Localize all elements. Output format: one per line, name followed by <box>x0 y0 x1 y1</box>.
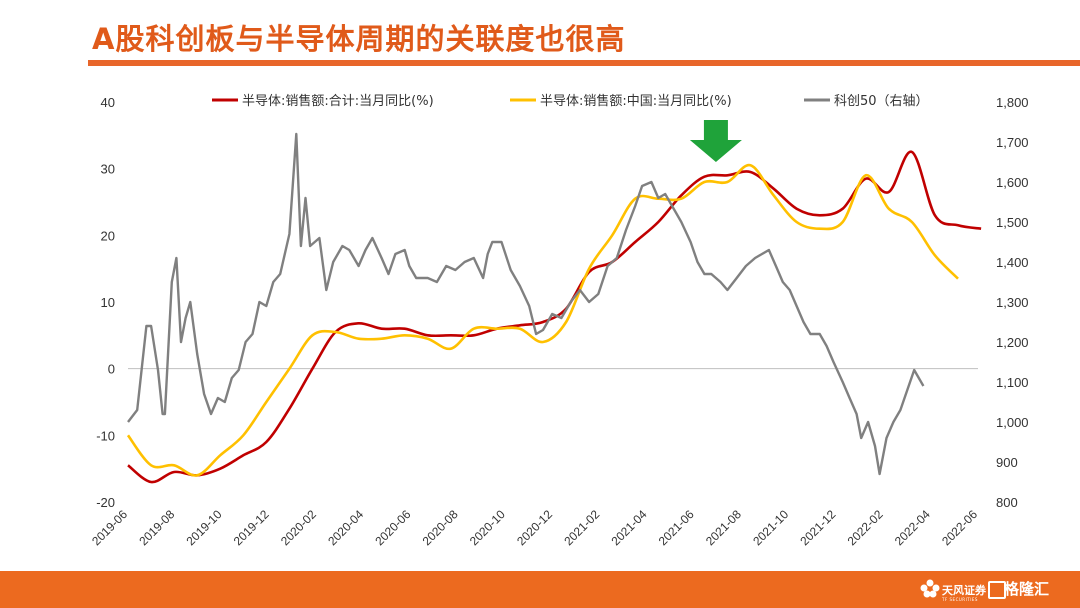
x-tick-label: 2021-12 <box>797 507 838 548</box>
brand1-subtitle: TF SECURITIES <box>942 597 978 602</box>
y-right-tick-label: 1,500 <box>996 215 1029 230</box>
down-arrow-icon <box>689 120 742 162</box>
legend: 半导体:销售额:合计:当月同比(%) 半导体:销售额:中国:当月同比(%) 科创50… <box>212 93 929 109</box>
x-tick-label: 2020-06 <box>372 507 413 548</box>
y-right-tick-label: 1,400 <box>996 255 1029 270</box>
x-tick-label: 2020-12 <box>514 507 555 548</box>
axes: -20 -10 0 10 20 30 40 800 900 1,000 1,100 1,200 1,30… <box>89 95 1028 548</box>
y-left-tick-label: -20 <box>96 495 115 510</box>
gelonghui-logo-icon <box>988 581 1006 599</box>
y-left-tick-label: 20 <box>101 228 115 243</box>
x-tick-label: 2020-10 <box>467 507 508 548</box>
line-chart: -20 -10 0 10 20 30 40 800 900 1,000 1,100 1,200 1,30… <box>89 93 1028 548</box>
y-left-tick-label: 0 <box>108 362 115 377</box>
x-tick-label: 2021-04 <box>609 507 650 548</box>
brand1-name: 天风证券 <box>942 584 986 597</box>
y-right-tick-label: 1,000 <box>996 415 1029 430</box>
x-tick-label: 2021-08 <box>703 507 744 548</box>
x-tick-label: 2022-06 <box>939 507 980 548</box>
x-tick-label: 2019-08 <box>136 507 177 548</box>
x-tick-label: 2019-06 <box>89 507 130 548</box>
footer-bar <box>0 571 1080 608</box>
y-right-tick-label: 1,300 <box>996 295 1029 310</box>
y-right-tick-label: 1,700 <box>996 135 1029 150</box>
legend-label: 科创50（右轴） <box>834 94 929 109</box>
y-left-tick-label: -10 <box>96 428 115 443</box>
x-tick-label: 2020-08 <box>420 507 461 548</box>
tf-securities-logo-icon <box>920 579 940 598</box>
x-tick-label: 2022-04 <box>892 507 933 548</box>
x-tick-label: 2022-02 <box>845 507 886 548</box>
y-right-tick-label: 1,800 <box>996 95 1029 110</box>
y-right-tick-label: 1,100 <box>996 375 1029 390</box>
brand2-name: 格隆汇 <box>1004 580 1050 598</box>
y-right-tick-label: 1,200 <box>996 335 1029 350</box>
title-underline <box>88 60 1080 66</box>
annotations <box>689 120 742 162</box>
x-tick-label: 2020-04 <box>325 507 366 548</box>
y-left-tick-label: 40 <box>101 95 115 110</box>
x-tick-label: 2019-10 <box>184 507 225 548</box>
x-tick-label: 2021-10 <box>750 507 791 548</box>
legend-label: 半导体:销售额:合计:当月同比(%) <box>242 93 434 109</box>
series-line-2 <box>126 163 959 477</box>
y-left-tick-label: 30 <box>101 162 115 177</box>
x-tick-label: 2019-12 <box>231 507 272 548</box>
y-left-tick-label: 10 <box>101 295 115 310</box>
page-title: A股科创板与半导体周期的关联度也很高 <box>92 22 626 56</box>
y-right-tick-label: 1,600 <box>996 175 1029 190</box>
legend-label: 半导体:销售额:中国:当月同比(%) <box>540 93 732 109</box>
x-tick-label: 2020-02 <box>278 507 319 548</box>
x-tick-label: 2021-06 <box>656 507 697 548</box>
series <box>126 132 982 484</box>
y-right-tick-label: 900 <box>996 455 1018 470</box>
x-tick-label: 2021-02 <box>561 507 602 548</box>
y-right-tick-label: 800 <box>996 495 1018 510</box>
series-line-3 <box>127 132 925 476</box>
